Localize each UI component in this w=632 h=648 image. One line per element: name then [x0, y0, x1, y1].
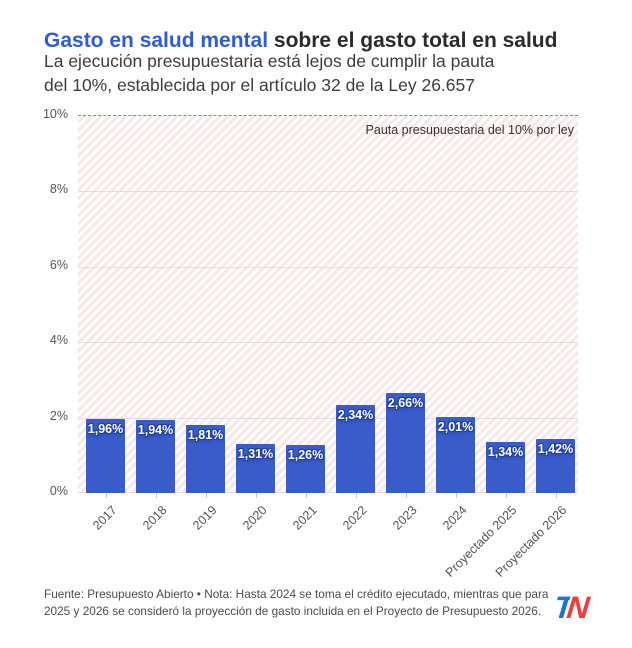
y-tick-label: 10% [42, 107, 68, 121]
bar-value-label: 1,31% [237, 447, 274, 461]
title-highlight: Gasto en salud mental [44, 29, 269, 53]
bar-value-label: 1,42% [537, 442, 574, 456]
subtitle-line-2: del 10%, establecida por el artículo 32 … [44, 75, 475, 96]
bar-value-label: 1,96% [87, 422, 124, 436]
bar-2024: 2,01% [436, 417, 475, 493]
subtitle-line-1: La ejecución presupuestaria está lejos d… [44, 51, 495, 71]
x-tick [406, 493, 407, 498]
bar-2021: 1,26% [286, 445, 325, 493]
bar-2022: 2,34% [336, 405, 375, 493]
bar-2023: 2,66% [386, 393, 425, 493]
x-tick [506, 493, 507, 498]
bar-value-label: 1,26% [287, 448, 324, 462]
bar-proyectado-2025: 1,34% [486, 442, 525, 493]
gridline-4 [78, 342, 578, 343]
bar-2018: 1,94% [136, 420, 175, 493]
x-tick [106, 493, 107, 498]
gridline-6 [78, 267, 578, 268]
x-tick-label: 2020 [240, 503, 270, 533]
y-tick-label: 0% [49, 484, 68, 498]
tn-logo-letter-n: N [565, 590, 589, 625]
x-tick [456, 493, 457, 498]
bar-2020: 1,31% [236, 444, 275, 493]
x-tick-label: 2023 [390, 503, 420, 533]
y-axis: 0% 2% 4% 6% 8% 10% [0, 107, 72, 498]
x-tick [156, 493, 157, 498]
gridline-2 [78, 418, 578, 419]
x-axis: 2017 2018 2019 2020 2021 2022 2023 2024 Proyecta… [78, 493, 578, 588]
source-note: Fuente: Presupuesto Abierto • Nota: Hast… [44, 587, 549, 618]
page-title: Gasto en salud mental sobre el gasto tot… [44, 28, 604, 54]
y-tick-label: 2% [49, 408, 68, 423]
bar-proyectado-2026: 1,42% [536, 439, 575, 493]
bar-2017: 1,96% [86, 419, 125, 493]
x-tick [256, 493, 257, 498]
title-rest: sobre el gasto total en salud [268, 29, 558, 53]
tn-logo: TN [552, 590, 588, 626]
x-tick-label: 2017 [90, 503, 120, 533]
x-tick-label: 2021 [290, 503, 320, 533]
baseline [78, 492, 578, 493]
bar-value-label: 1,34% [487, 445, 524, 459]
y-tick-label: 4% [49, 333, 68, 348]
gridline-8 [78, 191, 578, 192]
reference-line-label: Pauta presupuestaria del 10% por ley [365, 123, 574, 137]
bar-value-label: 2,66% [387, 396, 424, 410]
x-tick [556, 493, 557, 498]
x-tick [206, 493, 207, 498]
x-tick-label: 2019 [190, 503, 220, 533]
bar-value-label: 1,94% [137, 423, 174, 437]
y-tick-label: 6% [49, 257, 68, 272]
y-tick-label: 8% [49, 182, 68, 197]
bar-value-label: 2,34% [337, 408, 374, 422]
x-tick [356, 493, 357, 498]
x-tick-label: 2018 [140, 503, 170, 533]
bar-chart-plot-area: Pauta presupuestaria del 10% por ley 1,9… [78, 115, 578, 493]
x-tick-label: 2022 [340, 503, 370, 533]
bar-value-label: 1,81% [187, 428, 224, 442]
bar-value-label: 2,01% [437, 420, 474, 434]
chart-subtitle: La ejecución presupuestaria está lejos d… [44, 49, 604, 97]
x-tick-label: 2024 [440, 503, 470, 533]
bar-2019: 1,81% [186, 425, 225, 493]
x-tick [306, 493, 307, 498]
